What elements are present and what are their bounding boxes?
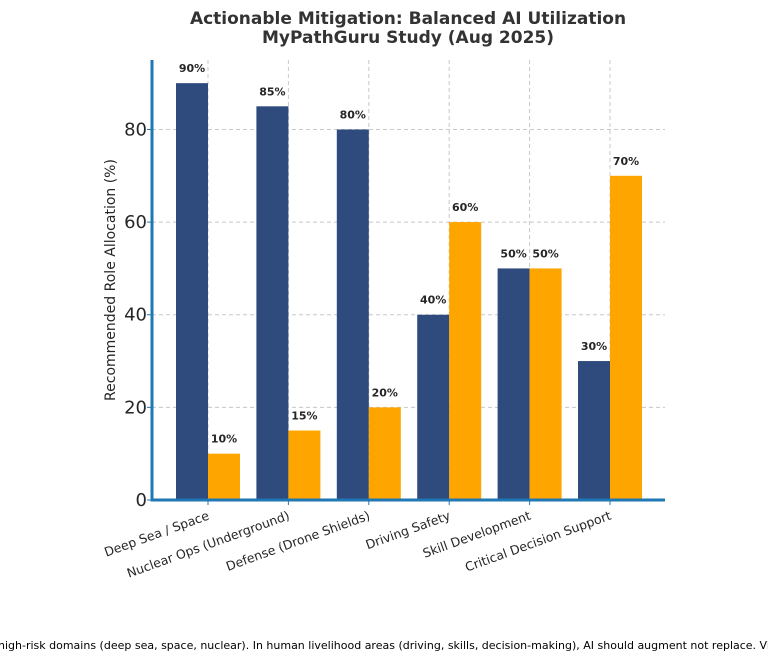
data-label: 15% [291, 410, 317, 423]
x-tick-label: Defense (Drone Shields) [224, 508, 372, 574]
y-tick-label: 40 [124, 305, 147, 326]
data-labels: 90% 85% 80% 40% 50% 30% 10% 15% 20% 60% 50% 70% [179, 62, 639, 446]
bar [336, 129, 369, 500]
data-label: 50% [500, 247, 526, 260]
y-tick-label: 80 [124, 119, 147, 140]
bars [176, 83, 642, 500]
bar [256, 106, 289, 500]
bar [208, 453, 240, 500]
axes [150, 60, 665, 502]
data-label: 10% [211, 433, 237, 446]
x-tick-label: Critical Decision Support [463, 508, 613, 575]
data-label: 50% [532, 247, 558, 260]
data-label: 20% [372, 386, 398, 399]
data-label: 40% [420, 294, 446, 307]
y-tick-label: 0 [136, 490, 147, 511]
chart-subtitle: MyPathGuru Study (Aug 2025) [262, 28, 554, 48]
footer-caption: high-risk domains (deep sea, space, nucl… [0, 639, 768, 652]
y-tick-label: 20 [124, 397, 147, 418]
bar [497, 268, 530, 500]
data-label: 70% [613, 155, 639, 168]
bar [610, 175, 642, 500]
y-tick-labels: 0 20 40 60 80 [124, 119, 152, 511]
y-axis-label: Recommended Role Allocation (%) [103, 159, 119, 401]
data-label: 90% [179, 62, 205, 75]
bar [176, 83, 208, 500]
bar [288, 430, 321, 500]
bar [417, 314, 450, 500]
bar [449, 222, 482, 500]
y-tick-label: 60 [124, 212, 147, 233]
chart-title: Actionable Mitigation: Balanced AI Utili… [190, 9, 626, 29]
bar [578, 361, 610, 500]
data-label: 80% [340, 108, 366, 121]
bar [529, 268, 562, 500]
data-label: 60% [452, 201, 478, 214]
data-label: 30% [581, 340, 607, 353]
data-label: 85% [259, 85, 285, 98]
bar [368, 407, 401, 500]
